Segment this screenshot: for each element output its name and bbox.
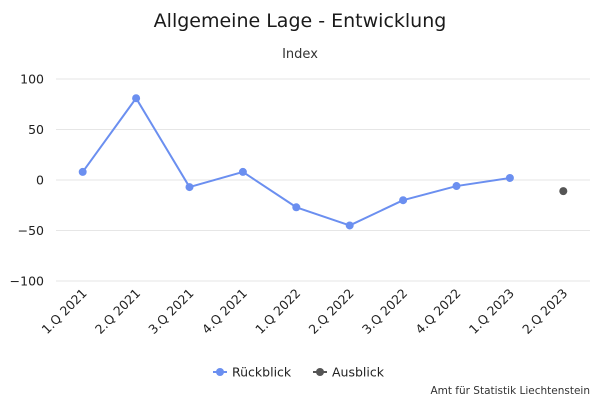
chart-credit[interactable]: Amt für Statistik Liechtenstein <box>430 385 590 397</box>
x-tick-label: 4.Q 2021 <box>199 286 250 337</box>
legend-item[interactable]: Ausblick <box>313 365 385 380</box>
series-1 <box>78 94 514 230</box>
data-point[interactable] <box>78 167 87 176</box>
series-2 <box>559 187 568 196</box>
y-tick-label: −100 <box>10 274 44 289</box>
y-tick-label: 0 <box>36 173 44 188</box>
grid <box>56 78 590 282</box>
data-point[interactable] <box>238 167 247 176</box>
chart-title: Allgemeine Lage - Entwicklung <box>154 10 447 32</box>
series <box>78 94 568 230</box>
chart-subtitle: Index <box>282 47 318 62</box>
x-tick-label: 4.Q 2022 <box>412 286 463 337</box>
legend-swatch-marker <box>216 368 224 376</box>
data-point[interactable] <box>292 203 301 212</box>
legend-label: Rückblick <box>232 365 292 380</box>
x-tick-label: 2.Q 2021 <box>92 286 143 337</box>
legend-item[interactable]: Rückblick <box>213 365 292 380</box>
x-tick-label: 3.Q 2022 <box>359 286 410 337</box>
x-tick-label: 1.Q 2021 <box>39 286 90 337</box>
data-point[interactable] <box>505 173 514 182</box>
data-point[interactable] <box>185 183 194 192</box>
x-axis-ticks: 1.Q 2021 2.Q 2021 3.Q 2021 4.Q 2021 1.Q 2022… <box>39 286 571 337</box>
y-tick-label: 50 <box>28 122 44 137</box>
legend-label: Ausblick <box>332 365 385 380</box>
data-point[interactable] <box>132 94 141 103</box>
x-tick-label: 1.Q 2022 <box>252 286 303 337</box>
y-tick-label: −50 <box>18 223 44 238</box>
legend[interactable]: Rückblick Ausblick <box>213 365 385 380</box>
x-tick-label: 2.Q 2023 <box>519 286 570 337</box>
x-tick-label: 3.Q 2021 <box>145 286 196 337</box>
x-tick-label: 2.Q 2022 <box>306 286 357 337</box>
x-tick-label: 1.Q 2023 <box>466 286 517 337</box>
data-point[interactable] <box>345 221 354 230</box>
legend-swatch-marker <box>316 368 324 376</box>
data-point[interactable] <box>452 182 461 191</box>
data-point[interactable] <box>399 196 408 205</box>
data-point[interactable] <box>559 187 568 196</box>
y-tick-label: 100 <box>20 72 44 87</box>
y-axis-ticks: 100 50 0 −50 −100 <box>10 72 44 289</box>
